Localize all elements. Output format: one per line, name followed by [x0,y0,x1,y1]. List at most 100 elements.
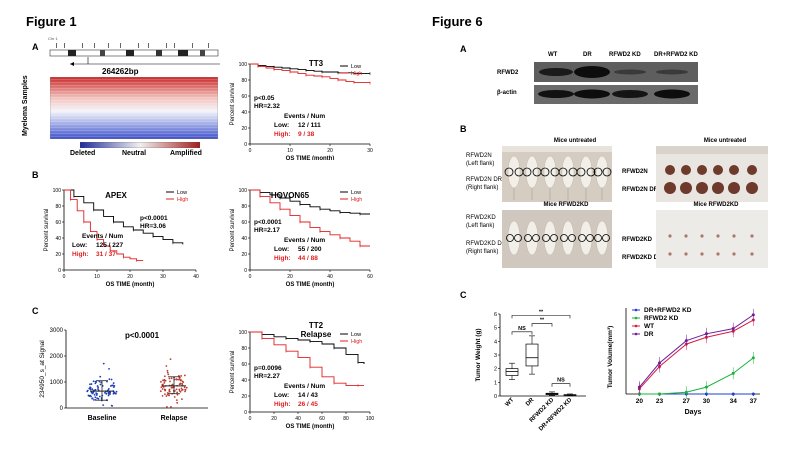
scatter-point [96,385,99,387]
y-axis-label: Percent survival [230,351,236,394]
label-rfwd2kd-left: RFWD2KD (Left flank) [466,215,496,229]
scatter-point [178,389,181,392]
x-tick-label: 20 [127,274,133,280]
y-tick-label: 100 [239,188,248,194]
scatter-point [93,398,95,401]
scatter-point [170,377,173,380]
scatter-point [176,391,179,394]
scatter-point [86,390,89,393]
scatter-point [175,378,178,381]
y-tick-label: 0 [244,268,247,274]
stat-text: p<0.0001 [254,219,282,226]
low-value: 14 / 43 [298,392,318,399]
scatter-point [88,387,91,390]
scatter-point [166,371,169,374]
x-axis-label: OS TIME (month) [286,156,335,160]
y-tick-label: 80 [55,204,61,210]
label-rfwd2kd-dr: RFWD2KD DR (Right flank) [466,241,506,255]
scatter-point [176,401,179,404]
figure1-title: Figure 1 [26,14,77,29]
scatter-point [107,394,110,397]
scatter-point [94,382,97,385]
y-tick-label: 100 [53,188,62,194]
y-axis-label: Percent survival [44,209,50,252]
y-tick-label: 2 [494,367,497,373]
category-label: Baseline [88,415,117,422]
stat-text: HR=2.17 [254,227,280,234]
legend-label-low: Low [351,64,361,70]
blot-col-rfwd2-kd: RFWD2 KD [609,52,641,58]
category-label: DR+RFWD2 KD [538,397,574,433]
fig1-panel-b-letter: B [32,170,39,180]
scatter-point [165,395,168,397]
scatter-point [170,406,172,408]
y-tick-label: 60 [55,220,61,226]
x-tick-label: 60 [367,274,373,280]
km-chart-tt3: 0 20 40 60 80 100 0 10 20 30 OS TIME (month) Percen… [230,59,373,160]
high-label: High: [274,255,291,262]
legend-label: RFWD2 KD [644,315,679,322]
legend-label-high: High [351,71,362,77]
x-tick-label: 20 [271,416,277,422]
events-header: Events / Num [82,233,123,240]
x-axis-label: OS TIME (month) [286,282,335,288]
category-label: DR [525,397,536,408]
scatter-point [175,388,178,391]
scatter-point [97,388,99,390]
legend-label: DR [644,331,654,338]
x-tick-label: 60 [319,416,325,422]
scatter-point [107,389,110,392]
blot-col-dr-rfwd2-kd: DR+RFWD2 KD [654,52,698,58]
high-label: High: [72,251,89,258]
scatter-pvalue: p<0.0001 [125,331,160,340]
y-axis-label: Tumor Volume(mm³) [607,326,614,389]
scatter-point [165,365,168,367]
stat-text: HR=3.06 [140,223,166,230]
volume-point [658,392,661,396]
region-size-label: 264262bp [102,67,139,76]
blot-col-wt: WT [548,52,558,58]
x-tick-label: 40 [193,274,199,280]
x-tick-label: 100 [366,416,375,422]
survival-curve-high [250,189,370,247]
legend-label-high: High [351,197,362,203]
x-tick-label: 40 [327,274,333,280]
scatter-point [169,358,172,361]
high-value: 26 / 45 [298,401,318,408]
scatter-point [97,386,100,389]
low-label: Low: [274,122,289,129]
photo-title-untreated-right: Mice untreated [703,138,747,144]
scatter-point [107,391,110,394]
significance-label: NS [518,326,526,332]
heatmap-y-label: Myeloma Samples [22,75,29,136]
scatter-point [184,390,186,393]
low-label: Low: [72,242,87,249]
y-tick-label: 60 [241,94,247,100]
scatter-point [163,378,166,381]
scatter-point [166,369,169,372]
volume-line-3 [639,314,754,388]
x-tick-label: 0 [249,274,252,280]
legend-label-low: Low [351,190,361,196]
x-tick-label: 0 [63,274,66,280]
x-tick-label: 30 [703,398,711,405]
scatter-point [93,393,96,396]
scatter-point [176,393,179,396]
y-tick-label: 5 [494,326,497,332]
y-axis-label: Percent survival [230,209,236,252]
y-tick-label: 1 [494,380,497,386]
scatter-point [168,394,170,397]
chart-title: TT3 [309,59,324,68]
stat-text: HR=2.32 [254,103,280,110]
scatter-point [169,380,171,383]
photo-title-kd-right: Mice RFWD2KD [693,202,739,208]
category-label: Relapse [161,415,188,422]
x-tick-label: 34 [730,398,738,405]
scatter-point [182,381,185,384]
y-tick-label: 40 [55,236,61,242]
survival-curve-high [64,189,144,261]
blot-col-dr: DR [583,52,592,58]
scatter-point [173,396,176,398]
scatter-point [94,398,97,401]
scatter-point [163,382,166,384]
